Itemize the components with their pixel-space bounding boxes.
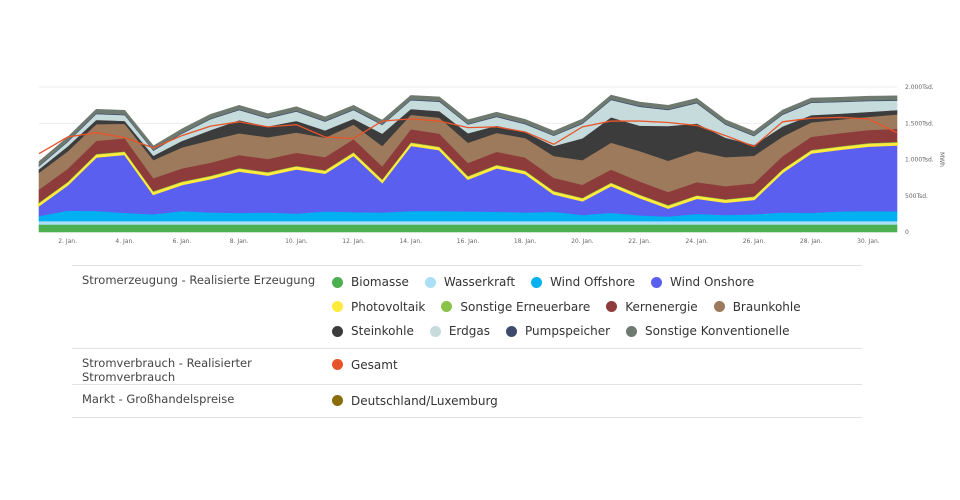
legend-item-deutschland-luxemburg[interactable]: Deutschland/Luxemburg (332, 389, 498, 414)
y-tick-label: 2.000Tsd. (905, 84, 934, 91)
legend-item-kernenergie[interactable]: Kernenergie (606, 295, 698, 320)
legend-group-title: Markt - Großhandelspreise (82, 391, 235, 406)
y-axis-label: MWh (938, 152, 945, 167)
legend-group: Stromverbrauch - Realisierter Stromverbr… (72, 349, 862, 385)
legend-item-wind-offshore[interactable]: Wind Offshore (531, 270, 635, 295)
y-tick-label: 1.000Tsd. (905, 157, 934, 164)
legend-item-wasserkraft[interactable]: Wasserkraft (424, 270, 516, 295)
area-wasserkraft (38, 220, 898, 225)
legend-group-title: Stromerzeugung - Realisierte Erzeugung (82, 273, 316, 287)
legend-swatch-icon (531, 276, 543, 288)
legend-group: Stromerzeugung - Realisierte Erzeugung Bi… (72, 266, 862, 349)
y-tick-label: 500Tsd. (905, 193, 928, 200)
legend-item-label: Gesamt (351, 357, 398, 372)
y-axis-ticks: 0 500Tsd. 1.000Tsd. 1.500Tsd. 2.000Tsd. (905, 84, 934, 236)
legend-swatch-icon (506, 325, 517, 337)
legend-item-pumpspeicher[interactable]: Pumpspeicher (506, 319, 610, 344)
legend-item-gesamt[interactable]: Gesamt (332, 353, 398, 378)
legend-item-label: Erdgas (448, 324, 490, 339)
legend-items: Deutschland/Luxemburg (332, 385, 862, 418)
legend-item-sonstige-konventionelle[interactable]: Sonstige Konventionelle (626, 319, 789, 344)
legend-group-title: Stromverbrauch - Realisierter Stromverbr… (82, 355, 252, 384)
x-tick-label: 18. Jan. (514, 238, 537, 245)
x-tick-label: 22. Jan. (628, 238, 651, 245)
legend-item-label: Photovoltaik (351, 299, 426, 314)
x-tick-label: 12. Jan. (342, 238, 365, 245)
x-tick-label: 26. Jan. (743, 238, 766, 245)
legend-item-photovoltaik[interactable]: Photovoltaik (332, 295, 425, 320)
legend-item-wind-onshore[interactable]: Wind Onshore (651, 270, 754, 295)
legend-swatch-icon (332, 325, 343, 337)
x-tick-label: 20. Jan. (571, 238, 594, 245)
legend-item-biomasse[interactable]: Biomasse (332, 270, 409, 295)
legend-swatch-icon (441, 301, 453, 313)
x-tick-label: 6. Jan. (173, 238, 192, 245)
area-sonstige-konventionelle (38, 94, 898, 167)
x-tick-label: 2. Jan. (58, 238, 77, 245)
legend-swatch-icon (332, 359, 343, 371)
legend-items: Gesamt (332, 349, 862, 384)
legend-item-label: Sonstige Konventionelle (645, 324, 790, 339)
stacked-area-chart: 2. Jan. 4. Jan. 6. Jan. 8. Jan. 10. Jan. 12. … (37, 84, 945, 245)
chart-areas (37, 94, 899, 233)
chart-lines (38, 116, 898, 155)
x-tick-label: 14. Jan. (399, 238, 422, 245)
y-tick-label: 0 (905, 229, 909, 236)
y-tick-label: 1.500Tsd. (905, 120, 934, 127)
area-biomasse (38, 224, 898, 233)
legend-item-label: Deutschland/Luxemburg (351, 393, 498, 408)
x-tick-label: 24. Jan. (685, 238, 708, 245)
x-tick-label: 10. Jan. (285, 238, 308, 245)
legend-item-label: Sonstige Erneuerbare (460, 299, 591, 314)
legend-item-braunkohle[interactable]: Braunkohle (713, 295, 801, 320)
legend-item-label: Wind Onshore (670, 275, 755, 290)
x-tick-label: 4. Jan. (115, 238, 134, 245)
legend-items: Biomasse Wasserkraft Wind Offshore Wind Ons… (332, 266, 862, 348)
legend-swatch-icon (424, 276, 436, 288)
legend-item-steinkohle[interactable]: Steinkohle (332, 319, 414, 344)
line-gesamt (38, 116, 898, 155)
legend-item-label: Biomasse (351, 275, 409, 290)
legend-item-label: Kernenergie (625, 299, 698, 314)
legend-swatch-icon (713, 301, 725, 313)
x-tick-label: 30. Jan. (857, 238, 880, 245)
x-axis-ticks: 2. Jan. 4. Jan. 6. Jan. 8. Jan. 10. Jan. 12. … (58, 238, 880, 245)
legend-swatch-icon (606, 301, 618, 313)
x-tick-label: 16. Jan. (457, 238, 480, 245)
legend-group: Markt - Großhandelspreise Deutschland/Lux… (72, 385, 862, 418)
legend-item-label: Wasserkraft (443, 275, 516, 290)
chart-legend: Stromerzeugung - Realisierte Erzeugung Bi… (72, 265, 862, 418)
legend-item-label: Wind Offshore (550, 275, 636, 290)
x-tick-label: 8. Jan. (230, 238, 249, 245)
legend-item-erdgas[interactable]: Erdgas (429, 319, 490, 344)
legend-swatch-icon (332, 276, 343, 288)
x-tick-label: 28. Jan. (800, 238, 823, 245)
legend-swatch-icon (429, 325, 441, 337)
legend-item-label: Steinkohle (351, 324, 414, 339)
legend-item-sonstige-erneuerbare[interactable]: Sonstige Erneuerbare (441, 295, 590, 320)
legend-item-label: Braunkohle (732, 299, 801, 314)
legend-swatch-icon (651, 276, 663, 288)
legend-swatch-icon (626, 325, 638, 337)
legend-item-label: Pumpspeicher (525, 324, 611, 339)
legend-swatch-icon (332, 301, 343, 313)
legend-swatch-icon (332, 395, 343, 407)
